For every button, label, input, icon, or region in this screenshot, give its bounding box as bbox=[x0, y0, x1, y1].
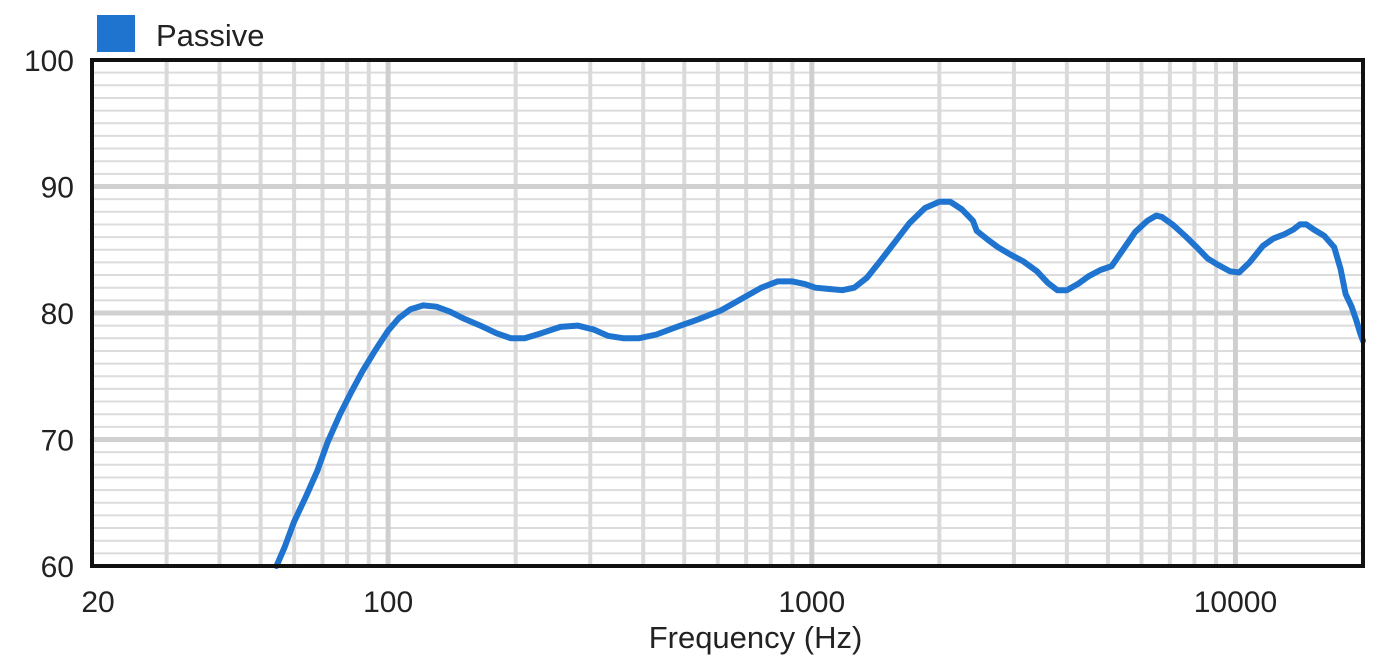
legend-label-passive: Passive bbox=[156, 18, 265, 53]
x-tick-label: 100 bbox=[363, 586, 413, 619]
x-axis-tick-labels: 20 100 1000 10000 bbox=[81, 586, 1277, 619]
major-gridlines bbox=[92, 60, 1363, 566]
x-axis-title: Frequency (Hz) bbox=[649, 620, 863, 655]
plot-frame bbox=[90, 58, 1365, 568]
y-tick-label: 90 bbox=[41, 172, 74, 205]
y-tick-label: 100 bbox=[24, 45, 74, 78]
x-tick-label: 10000 bbox=[1194, 586, 1277, 619]
legend-swatch-passive bbox=[97, 15, 135, 52]
y-tick-label: 80 bbox=[41, 298, 74, 331]
y-axis-tick-labels: 60 70 80 90 100 bbox=[24, 45, 74, 584]
series-line-passive bbox=[273, 198, 1366, 569]
x-tick-label: 20 bbox=[81, 586, 114, 619]
x-tick-label: 1000 bbox=[778, 586, 845, 619]
y-tick-label: 60 bbox=[41, 551, 74, 584]
minor-gridlines bbox=[92, 60, 1363, 566]
legend: Passive bbox=[97, 15, 265, 53]
series-layer bbox=[273, 198, 1366, 569]
y-tick-label: 70 bbox=[41, 425, 74, 458]
